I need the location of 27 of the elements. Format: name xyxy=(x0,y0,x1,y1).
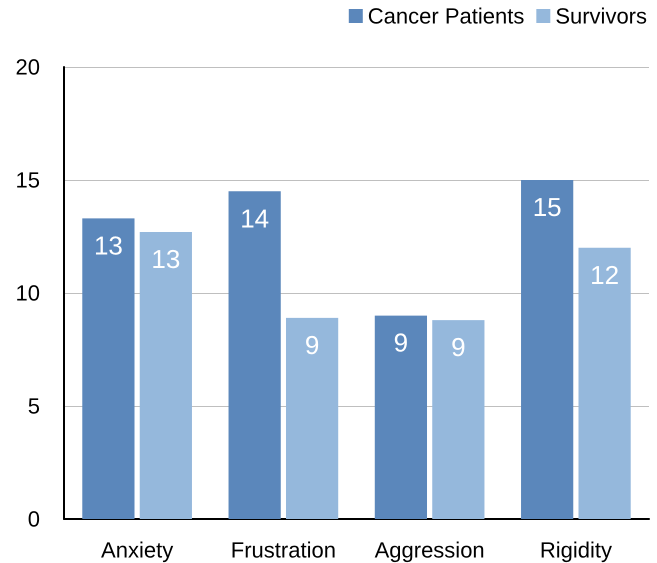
bar xyxy=(374,316,428,519)
data-label: 13 xyxy=(151,244,180,274)
x-tick-label: Aggression xyxy=(374,538,485,562)
bar xyxy=(140,232,192,519)
data-label: 12 xyxy=(590,260,620,290)
y-tick-label: 10 xyxy=(16,280,40,306)
bar xyxy=(82,218,135,519)
data-label: 9 xyxy=(304,330,320,360)
legend-label: Survivors xyxy=(555,4,648,28)
bar xyxy=(432,320,484,519)
bar xyxy=(578,248,631,519)
data-label: 15 xyxy=(532,192,562,222)
y-tick-label: 20 xyxy=(16,54,40,80)
x-tick-label: Frustration xyxy=(230,538,336,562)
data-label: 13 xyxy=(94,230,123,260)
data-label: 14 xyxy=(240,203,270,234)
bar xyxy=(521,180,574,519)
y-tick-label: 5 xyxy=(28,394,40,418)
data-label: 9 xyxy=(451,332,466,362)
data-label: 9 xyxy=(394,328,408,358)
legend-label: Cancer Patients xyxy=(368,4,524,28)
x-tick-label: Rigidity xyxy=(540,538,612,562)
x-tick-label: Anxiety xyxy=(101,538,174,562)
bar xyxy=(286,318,338,519)
y-tick-label: 15 xyxy=(16,168,40,192)
bar xyxy=(228,191,281,519)
y-tick-label: 0 xyxy=(28,506,40,532)
